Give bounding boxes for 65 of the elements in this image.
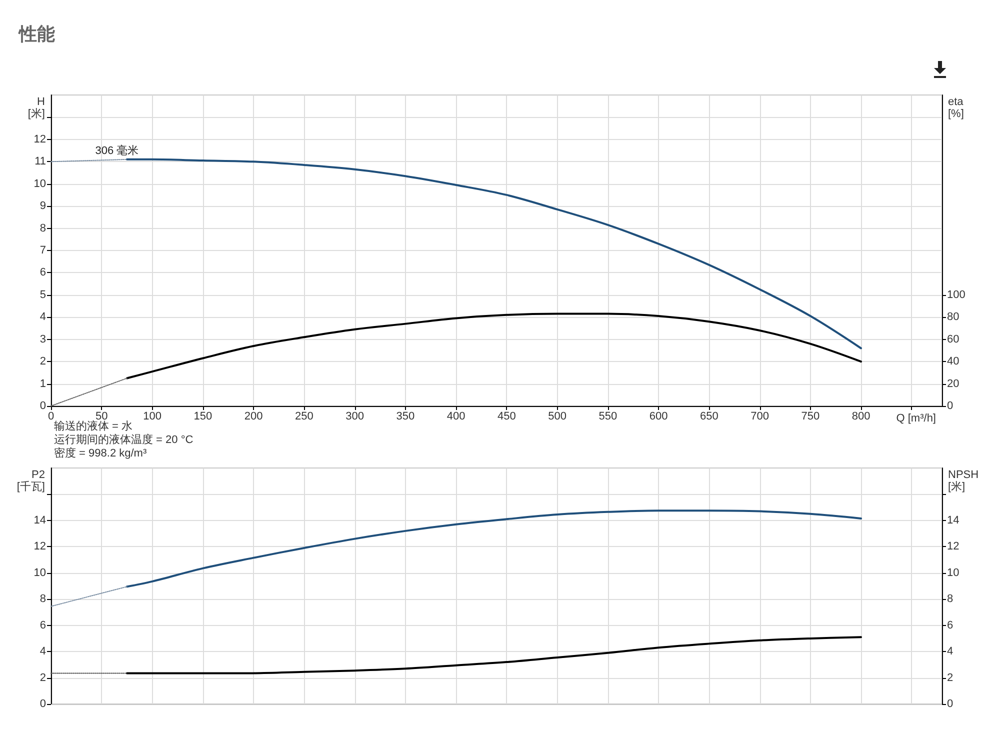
y2-tick-label: 6 bbox=[947, 619, 954, 632]
y2-tick-label: 0 bbox=[947, 698, 954, 710]
x-tick-label: 600 bbox=[649, 410, 668, 422]
line-series bbox=[126, 636, 862, 674]
y-tick-label: 8 bbox=[40, 222, 46, 234]
y-tick-label: 5 bbox=[40, 288, 46, 301]
y-tick-label: 14 bbox=[34, 514, 46, 526]
y-axis-title: P2 [千瓦] bbox=[16, 469, 45, 493]
y2-tick-label: 14 bbox=[947, 514, 960, 526]
y2-tick-label: 8 bbox=[947, 593, 954, 606]
text: 运行期间的液体温度 = 20 °C bbox=[54, 433, 194, 446]
line-series bbox=[126, 510, 862, 588]
x-tick-label: 350 bbox=[396, 410, 415, 422]
line-series bbox=[126, 312, 862, 380]
x-tick-label: 200 bbox=[244, 410, 263, 422]
x-tick-label: 750 bbox=[801, 410, 820, 422]
y-tick-label: 2 bbox=[40, 356, 46, 368]
series-label: 306 毫米 bbox=[95, 144, 139, 157]
y2-tick-label: 100 bbox=[947, 288, 966, 301]
y2-tick-label: 2 bbox=[947, 672, 954, 684]
y-tick-label: 6 bbox=[40, 619, 46, 632]
text: 密度 = 998.2 kg/m³ bbox=[54, 446, 147, 460]
y-tick-label: 0 bbox=[40, 698, 46, 710]
x-tick-label: 800 bbox=[852, 410, 870, 422]
y2-tick-label: 4 bbox=[947, 646, 954, 658]
x-tick-label: 650 bbox=[700, 410, 718, 422]
y2-tick-label: 0 bbox=[947, 400, 954, 412]
y-tick-label: 0 bbox=[40, 400, 46, 412]
y-tick-label: 6 bbox=[40, 266, 46, 279]
y2-axis-title: eta [%] bbox=[948, 96, 964, 120]
y-tick-label: 1 bbox=[40, 378, 46, 390]
x-tick-label: 700 bbox=[750, 410, 769, 422]
y-tick-label: 12 bbox=[34, 133, 46, 146]
y2-tick-label: 80 bbox=[947, 311, 960, 324]
y2-tick-label: 12 bbox=[947, 540, 960, 553]
line-series bbox=[126, 158, 862, 350]
y2-tick-label: 40 bbox=[947, 356, 960, 368]
y2-tick-label: 10 bbox=[947, 566, 960, 579]
y2-axis-title: NPSH [米] bbox=[948, 469, 979, 493]
y-tick-label: 4 bbox=[40, 646, 46, 658]
x-tick-label: 0 bbox=[48, 410, 54, 422]
y-axis-title: H [米] bbox=[28, 96, 46, 120]
x-tick-label: 300 bbox=[346, 410, 364, 422]
y2-tick-label: 20 bbox=[947, 378, 960, 390]
text: 输送的液体 = 水 bbox=[54, 420, 133, 432]
x-axis-title: Q [m³/h] bbox=[896, 412, 936, 424]
x-tick-label: 500 bbox=[548, 410, 566, 422]
y-tick-label: 10 bbox=[34, 178, 46, 190]
y-tick-label: 9 bbox=[40, 200, 46, 212]
chart-title: 性能 bbox=[18, 24, 55, 44]
y-tick-label: 3 bbox=[40, 333, 46, 346]
x-tick-label: 150 bbox=[194, 410, 212, 422]
y-tick-label: 10 bbox=[34, 566, 46, 579]
x-tick-label: 250 bbox=[294, 410, 314, 422]
x-tick-label: 400 bbox=[446, 410, 466, 422]
x-tick-label: 550 bbox=[598, 410, 618, 422]
y2-tick-label: 60 bbox=[947, 333, 960, 346]
y-tick-label: 4 bbox=[40, 311, 46, 324]
y-tick-label: 8 bbox=[40, 593, 46, 606]
y-tick-label: 2 bbox=[40, 672, 46, 684]
y-tick-label: 11 bbox=[34, 156, 46, 168]
x-tick-label: 100 bbox=[143, 410, 162, 422]
x-tick-label: 450 bbox=[497, 410, 516, 422]
y-tick-label: 12 bbox=[34, 540, 46, 553]
y-tick-label: 7 bbox=[40, 244, 46, 256]
